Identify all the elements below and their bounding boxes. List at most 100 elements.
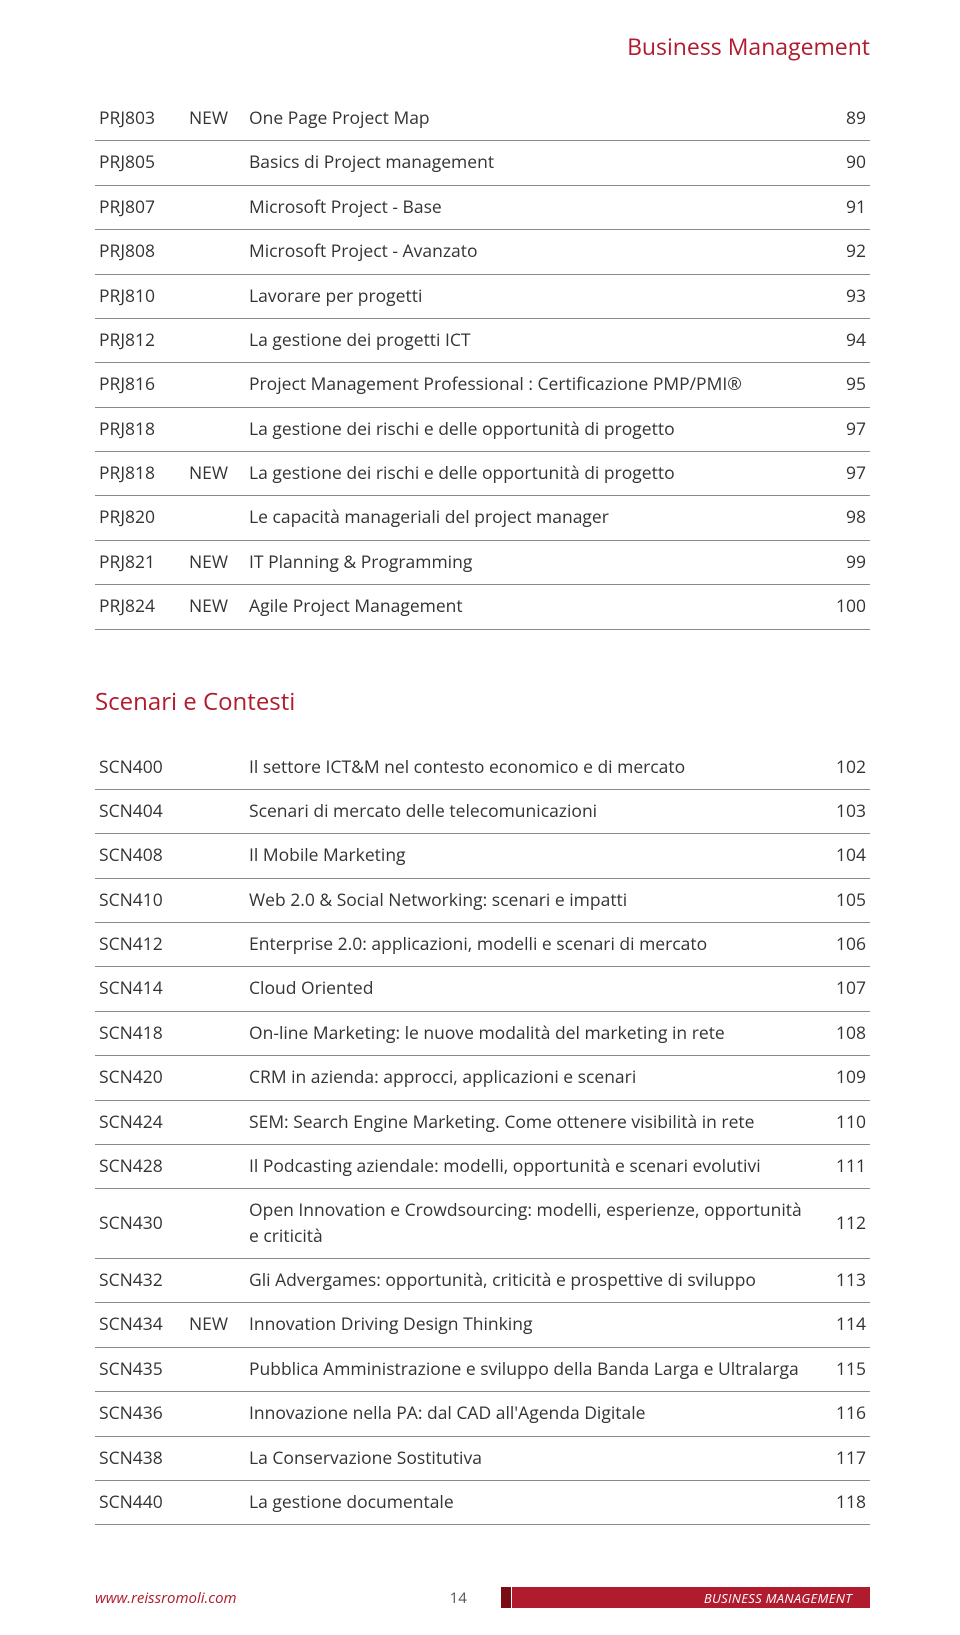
footer-link[interactable]: www.reissromoli.com	[95, 1588, 431, 1608]
table-row: PRJ818La gestione dei rischi e delle opp…	[95, 407, 870, 451]
course-tag	[185, 1480, 245, 1524]
course-title: Open Innovation e Crowdsourcing: modelli…	[245, 1189, 820, 1259]
course-code[interactable]: SCN404	[95, 789, 185, 833]
table-row: PRJ821NEWIT Planning & Programming99	[95, 540, 870, 584]
course-title: IT Planning & Programming	[245, 540, 820, 584]
course-code[interactable]: SCN400	[95, 746, 185, 790]
course-code[interactable]: SCN418	[95, 1011, 185, 1055]
course-code[interactable]: PRJ821	[95, 540, 185, 584]
course-tag	[185, 834, 245, 878]
course-code[interactable]: PRJ818	[95, 407, 185, 451]
course-title: Cloud Oriented	[245, 967, 820, 1011]
course-title: Le capacità manageriali del project mana…	[245, 496, 820, 540]
course-title: One Page Project Map	[245, 97, 820, 141]
course-tag	[185, 1189, 245, 1259]
course-page: 113	[820, 1259, 870, 1303]
course-code[interactable]: SCN428	[95, 1144, 185, 1188]
course-code[interactable]: SCN438	[95, 1436, 185, 1480]
course-code[interactable]: SCN435	[95, 1347, 185, 1391]
course-page: 90	[820, 141, 870, 185]
course-page: 104	[820, 834, 870, 878]
course-title: La gestione dei rischi e delle opportuni…	[245, 452, 820, 496]
table-row: SCN420 CRM in azienda: approcci, applicaz…	[95, 1056, 870, 1100]
course-title: Pubblica Amministrazione e sviluppo dell…	[245, 1347, 820, 1391]
course-tag	[185, 274, 245, 318]
course-page: 117	[820, 1436, 870, 1480]
course-tag	[185, 407, 245, 451]
course-title: Microsoft Project - Base	[245, 185, 820, 229]
table-row: SCN412Enterprise 2.0: applicazioni, mode…	[95, 923, 870, 967]
course-code[interactable]: SCN440	[95, 1480, 185, 1524]
course-tag	[185, 1347, 245, 1391]
course-tag	[185, 496, 245, 540]
course-page: 99	[820, 540, 870, 584]
course-code[interactable]: SCN420	[95, 1056, 185, 1100]
course-title: CRM in azienda: approcci, applicazioni e…	[245, 1056, 820, 1100]
course-code[interactable]: PRJ812	[95, 318, 185, 362]
course-tag	[185, 1436, 245, 1480]
course-code[interactable]: SCN410	[95, 878, 185, 922]
course-code[interactable]: SCN434	[95, 1303, 185, 1347]
table-row: PRJ803NEWOne Page Project Map89	[95, 97, 870, 141]
course-tag	[185, 230, 245, 274]
table-row: SCN414 Cloud Oriented107	[95, 967, 870, 1011]
table-row: PRJ807Microsoft Project - Base91	[95, 185, 870, 229]
course-code[interactable]: PRJ816	[95, 363, 185, 407]
course-title: On-line Marketing: le nuove modalità del…	[245, 1011, 820, 1055]
course-code[interactable]: SCN436	[95, 1392, 185, 1436]
course-tag	[185, 746, 245, 790]
course-code[interactable]: SCN412	[95, 923, 185, 967]
course-code[interactable]: SCN430	[95, 1189, 185, 1259]
course-code[interactable]: PRJ818	[95, 452, 185, 496]
course-title: Il settore ICT&M nel contesto economico …	[245, 746, 820, 790]
course-tag	[185, 185, 245, 229]
course-page: 112	[820, 1189, 870, 1259]
course-page: 116	[820, 1392, 870, 1436]
page-title: Business Management	[95, 30, 870, 62]
course-code[interactable]: PRJ808	[95, 230, 185, 274]
course-code[interactable]: PRJ803	[95, 97, 185, 141]
course-code[interactable]: PRJ820	[95, 496, 185, 540]
page-footer: www.reissromoli.com 14 BUSINESS MANAGEME…	[0, 1585, 960, 1635]
course-title: La gestione dei progetti ICT	[245, 318, 820, 362]
course-tag	[185, 1144, 245, 1188]
course-code[interactable]: SCN414	[95, 967, 185, 1011]
course-page: 109	[820, 1056, 870, 1100]
table-row: SCN440La gestione documentale118	[95, 1480, 870, 1524]
course-title: Innovation Driving Design Thinking	[245, 1303, 820, 1347]
course-code[interactable]: SCN408	[95, 834, 185, 878]
course-page: 94	[820, 318, 870, 362]
course-tag	[185, 967, 245, 1011]
course-page: 105	[820, 878, 870, 922]
course-page: 102	[820, 746, 870, 790]
course-title: Scenari di mercato delle telecomunicazio…	[245, 789, 820, 833]
course-tag	[185, 1100, 245, 1144]
course-title: La gestione documentale	[245, 1480, 820, 1524]
table-row: SCN430 Open Innovation e Crowdsourcing: m…	[95, 1189, 870, 1259]
table-row: SCN434NEWInnovation Driving Design Think…	[95, 1303, 870, 1347]
course-table-2: SCN400 Il settore ICT&M nel contesto econ…	[95, 746, 870, 1526]
course-code[interactable]: SCN424	[95, 1100, 185, 1144]
table-row: SCN424SEM: Search Engine Marketing. Come…	[95, 1100, 870, 1144]
table-row: SCN432Gli Advergames: opportunità, criti…	[95, 1259, 870, 1303]
course-tag	[185, 1056, 245, 1100]
table-row: SCN410Web 2.0 & Social Networking: scena…	[95, 878, 870, 922]
course-code[interactable]: PRJ805	[95, 141, 185, 185]
section-heading-scenari: Scenari e Contesti	[95, 685, 870, 718]
course-code[interactable]: PRJ824	[95, 585, 185, 629]
course-code[interactable]: PRJ807	[95, 185, 185, 229]
course-table-1: PRJ803NEWOne Page Project Map89PRJ805Bas…	[95, 97, 870, 630]
course-tag	[185, 141, 245, 185]
course-page: 95	[820, 363, 870, 407]
course-page: 111	[820, 1144, 870, 1188]
course-page: 108	[820, 1011, 870, 1055]
table-row: PRJ820 Le capacità manageriali del projec…	[95, 496, 870, 540]
course-page: 98	[820, 496, 870, 540]
course-page: 107	[820, 967, 870, 1011]
course-code[interactable]: PRJ810	[95, 274, 185, 318]
course-page: 110	[820, 1100, 870, 1144]
table-row: PRJ812 La gestione dei progetti ICT94	[95, 318, 870, 362]
course-code[interactable]: SCN432	[95, 1259, 185, 1303]
table-row: PRJ805Basics di Project management90	[95, 141, 870, 185]
footer-bar-notch	[501, 1587, 511, 1608]
